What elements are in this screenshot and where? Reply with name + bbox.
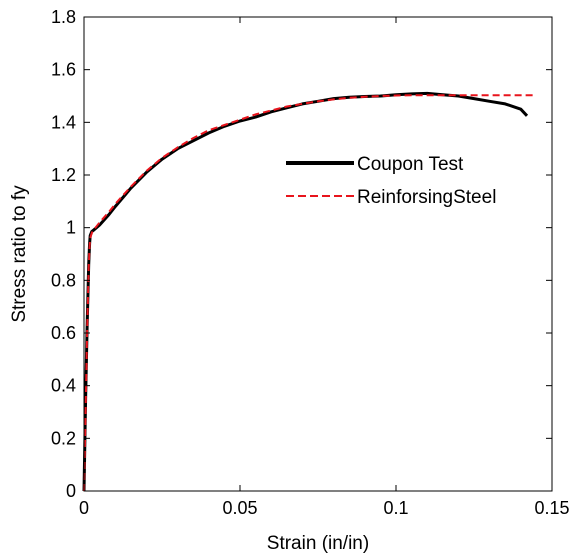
y-tick-label: 1.6 — [51, 60, 76, 80]
plot-area-frame — [83, 16, 553, 492]
y-tick-label: 0.6 — [51, 323, 76, 343]
series-layer — [82, 91, 537, 492]
x-tick-label: 0 — [79, 498, 89, 518]
legend-label-1: Coupon Test — [357, 154, 464, 175]
legend-label-2: ReinforsingSteel — [357, 187, 496, 208]
y-tick-label: 0 — [66, 481, 76, 501]
x-axis-title: Strain (in/in) — [267, 533, 369, 554]
y-tick-label: 1.8 — [51, 7, 76, 27]
axis-ticks: 0 0.05 0.1 0.15 0 0.2 0.4 0.6 0.8 1 1.2 1.4 1.6 1.8 — [51, 7, 570, 518]
y-tick-label: 1.2 — [51, 165, 76, 185]
y-tick-label: 0.2 — [51, 428, 76, 448]
series-line-2 — [83, 94, 537, 492]
y-tick-label: 0.8 — [51, 270, 76, 290]
legend: Coupon Test ReinforsingSteel — [286, 154, 496, 208]
y-tick-label: 1 — [66, 218, 76, 238]
y-tick-label: 1.4 — [51, 112, 76, 132]
y-tick-label: 0.4 — [51, 376, 76, 396]
x-tick-label: 0.1 — [383, 498, 408, 518]
y-axis-title: Stress ratio to fy — [9, 185, 30, 323]
x-tick-label: 0.15 — [534, 498, 569, 518]
x-tick-label: 0.05 — [222, 498, 257, 518]
